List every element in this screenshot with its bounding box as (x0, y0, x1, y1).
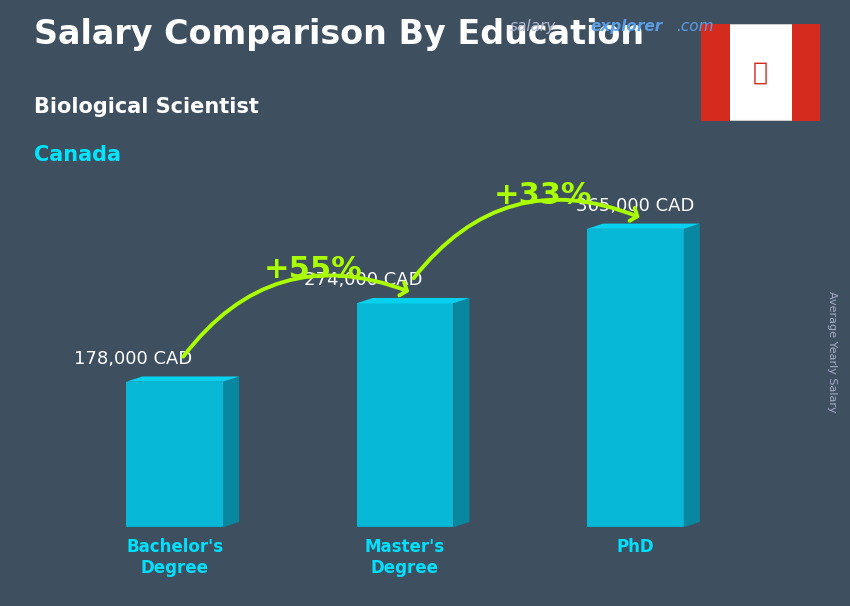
Text: 274,000 CAD: 274,000 CAD (304, 271, 422, 289)
Text: +33%: +33% (494, 181, 592, 210)
Polygon shape (683, 224, 700, 527)
Text: Average Yearly Salary: Average Yearly Salary (827, 291, 837, 412)
Polygon shape (223, 376, 239, 527)
Text: salary: salary (510, 19, 556, 35)
Text: Salary Comparison By Education: Salary Comparison By Education (34, 18, 644, 51)
Polygon shape (127, 382, 223, 527)
Polygon shape (357, 298, 469, 303)
Polygon shape (587, 224, 700, 229)
Text: 365,000 CAD: 365,000 CAD (576, 197, 694, 215)
Polygon shape (587, 229, 683, 527)
Bar (701, 24, 730, 121)
Text: .com: .com (676, 19, 713, 35)
Bar (791, 24, 820, 121)
Polygon shape (453, 298, 469, 527)
Text: 🍁: 🍁 (753, 61, 768, 85)
Text: Canada: Canada (34, 145, 121, 165)
Text: +55%: +55% (264, 255, 362, 284)
Text: 178,000 CAD: 178,000 CAD (74, 350, 192, 368)
Polygon shape (127, 376, 239, 382)
Text: explorer: explorer (591, 19, 663, 35)
Polygon shape (357, 303, 453, 527)
Text: Biological Scientist: Biological Scientist (34, 97, 259, 117)
